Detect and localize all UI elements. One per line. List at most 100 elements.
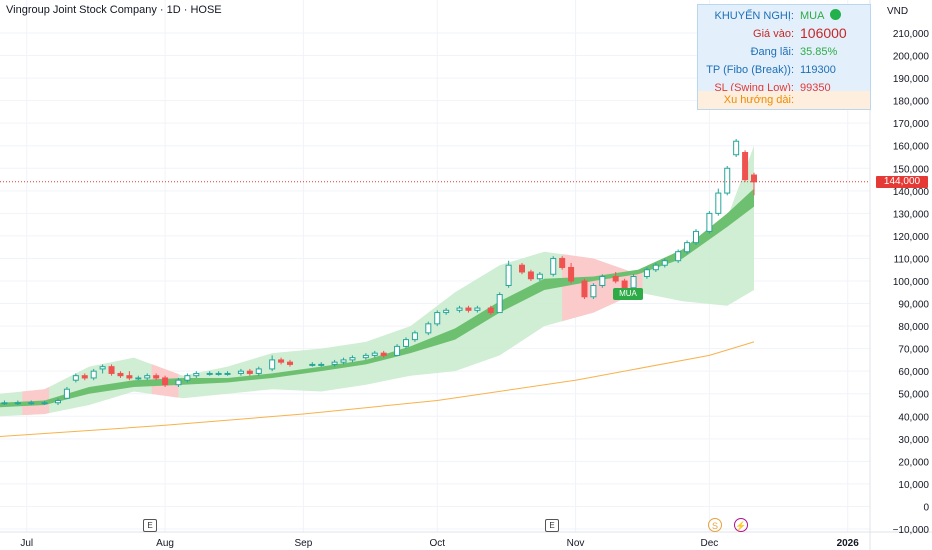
candle-body [99, 366, 106, 370]
candle-body [246, 370, 253, 374]
candle-body [90, 370, 97, 379]
candle-body [465, 307, 472, 311]
y-tick-label: 200,000 [893, 52, 930, 63]
candle [559, 256, 566, 270]
buy-signal-marker[interactable]: MUA [613, 288, 643, 300]
candle-body [652, 264, 659, 271]
candle-body [434, 312, 441, 325]
candle [612, 271, 619, 284]
candle [411, 330, 418, 342]
candle [117, 371, 124, 378]
candle [661, 258, 668, 268]
y-tick-label: 180,000 [893, 97, 930, 108]
candle [527, 269, 534, 281]
y-tick-label: 120,000 [893, 232, 930, 243]
candle-body [331, 361, 338, 365]
candle [590, 283, 597, 300]
candle-body [630, 275, 637, 289]
candle-body [394, 345, 401, 356]
candle-body [278, 359, 285, 363]
candle [309, 362, 316, 367]
candle [380, 350, 387, 358]
candle-body [505, 264, 512, 287]
candle-body [751, 174, 757, 183]
candle [184, 373, 191, 383]
candle [1, 400, 8, 405]
candle-body [411, 332, 418, 341]
profit-row: Đang lãi: 35.85% [698, 43, 870, 61]
candle-body [643, 269, 650, 277]
candle [487, 305, 494, 315]
candle-body [309, 363, 316, 366]
y-tick-label: 50,000 [898, 390, 929, 401]
candle-body [224, 372, 231, 375]
sell-zone [562, 145, 643, 417]
candle [581, 278, 588, 300]
candle [599, 274, 606, 288]
dividend-event-icon[interactable]: ⚡ [734, 518, 748, 532]
tp-label: TP (Fibo (Break)): [706, 64, 794, 76]
trend-label: Xu hướng dài: [723, 94, 794, 106]
candle [175, 377, 182, 387]
y-tick-label: 90,000 [898, 300, 929, 311]
candle [715, 188, 722, 216]
candle-body [693, 230, 699, 244]
candle [456, 305, 463, 313]
candle [505, 260, 512, 288]
profit-value: 35.85% [800, 46, 838, 58]
recommendation-row: KHUYẾN NGHỊ: MUA [698, 7, 870, 25]
earnings-event-icon[interactable]: E [143, 519, 157, 532]
candle-body [474, 307, 481, 311]
earnings-event-icon[interactable]: E [545, 519, 559, 532]
candle-body [496, 294, 503, 314]
candle [193, 371, 200, 378]
candle-body [559, 257, 566, 268]
candle [443, 308, 450, 315]
candle-body [581, 280, 588, 298]
tp-value: 119300 [800, 64, 836, 76]
candle [99, 364, 106, 374]
candle-body [175, 379, 182, 386]
split-event-icon[interactable]: S [708, 518, 722, 532]
candle [162, 375, 169, 387]
candle-body [153, 375, 160, 379]
candle [206, 371, 213, 376]
candle [72, 373, 79, 383]
candle-body [28, 402, 35, 405]
candle [28, 400, 35, 405]
y-tick-label: 70,000 [898, 345, 929, 356]
candle [496, 292, 503, 314]
candle-body [742, 151, 749, 181]
candle [434, 310, 441, 327]
last-price-tag: 144,000 [876, 176, 928, 188]
candle-body [349, 357, 356, 361]
candle [403, 337, 409, 349]
candle [733, 138, 740, 157]
candle [153, 373, 160, 381]
candle-body [675, 251, 682, 262]
candle [519, 262, 525, 275]
candle [742, 150, 749, 182]
candle-body [362, 354, 369, 359]
candle [14, 400, 21, 405]
y-tick-label: 10,000 [898, 480, 929, 491]
candle-body [536, 273, 543, 280]
candle [340, 357, 347, 365]
candle [63, 386, 70, 399]
x-tick-label: Nov [567, 538, 585, 549]
tp-row: TP (Fibo (Break)): 119300 [698, 61, 870, 79]
candle [237, 368, 244, 376]
candle-body [568, 266, 575, 282]
y-tick-label: −10,000 [893, 525, 930, 536]
y-tick-label: 190,000 [893, 74, 930, 85]
recommendation-value: MUA [800, 10, 824, 22]
candle [144, 373, 151, 381]
candle-body [215, 372, 222, 375]
recommendation-label: KHUYẾN NGHỊ: [714, 10, 794, 22]
candle-body [287, 361, 293, 365]
candle-body [255, 368, 262, 374]
candle [246, 368, 253, 376]
candle [465, 305, 472, 313]
candle-body [55, 399, 61, 404]
y-tick-label: 110,000 [894, 254, 930, 265]
